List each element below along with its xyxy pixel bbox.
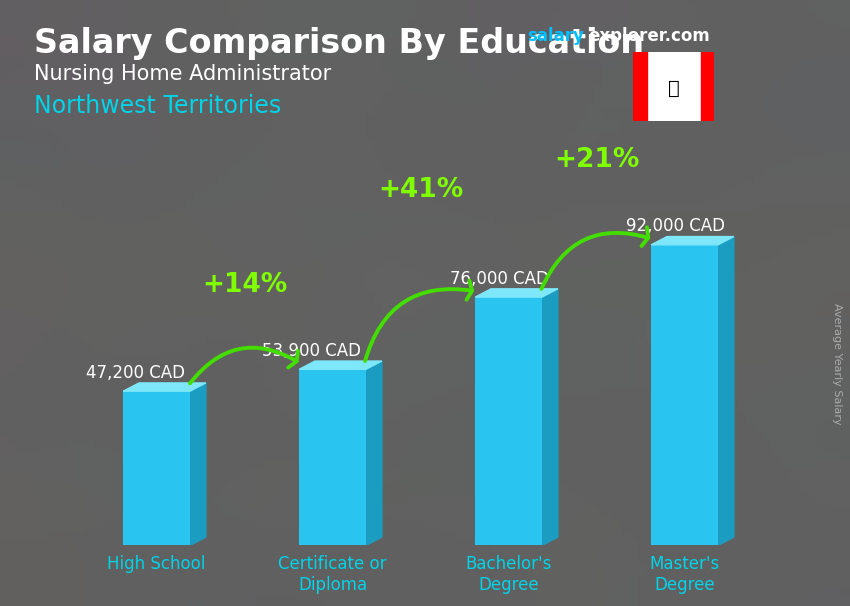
Polygon shape	[123, 383, 206, 391]
Bar	[299, 369, 366, 545]
Text: Nursing Home Administrator: Nursing Home Administrator	[34, 64, 332, 84]
Text: +14%: +14%	[202, 272, 287, 298]
Text: +21%: +21%	[554, 147, 639, 173]
Bar	[700, 52, 714, 121]
Text: 47,200 CAD: 47,200 CAD	[86, 364, 185, 382]
Text: +41%: +41%	[378, 177, 463, 203]
Polygon shape	[651, 236, 734, 245]
Bar	[633, 52, 647, 121]
Text: salary: salary	[527, 27, 584, 45]
Polygon shape	[542, 289, 558, 545]
Bar	[475, 297, 542, 545]
Polygon shape	[190, 383, 206, 545]
Text: explorer.com: explorer.com	[588, 27, 710, 45]
Text: Salary Comparison By Education: Salary Comparison By Education	[34, 27, 644, 60]
Polygon shape	[718, 236, 734, 545]
Bar	[647, 52, 700, 121]
Text: 🍁: 🍁	[668, 79, 679, 98]
Text: 53,900 CAD: 53,900 CAD	[262, 342, 361, 360]
Polygon shape	[366, 361, 382, 545]
Text: Average Yearly Salary: Average Yearly Salary	[832, 303, 842, 424]
Text: 76,000 CAD: 76,000 CAD	[450, 270, 549, 288]
Polygon shape	[475, 289, 558, 297]
Bar	[651, 245, 718, 545]
Text: Northwest Territories: Northwest Territories	[34, 94, 281, 118]
Text: 92,000 CAD: 92,000 CAD	[626, 218, 725, 236]
Polygon shape	[299, 361, 382, 369]
Bar	[123, 391, 190, 545]
